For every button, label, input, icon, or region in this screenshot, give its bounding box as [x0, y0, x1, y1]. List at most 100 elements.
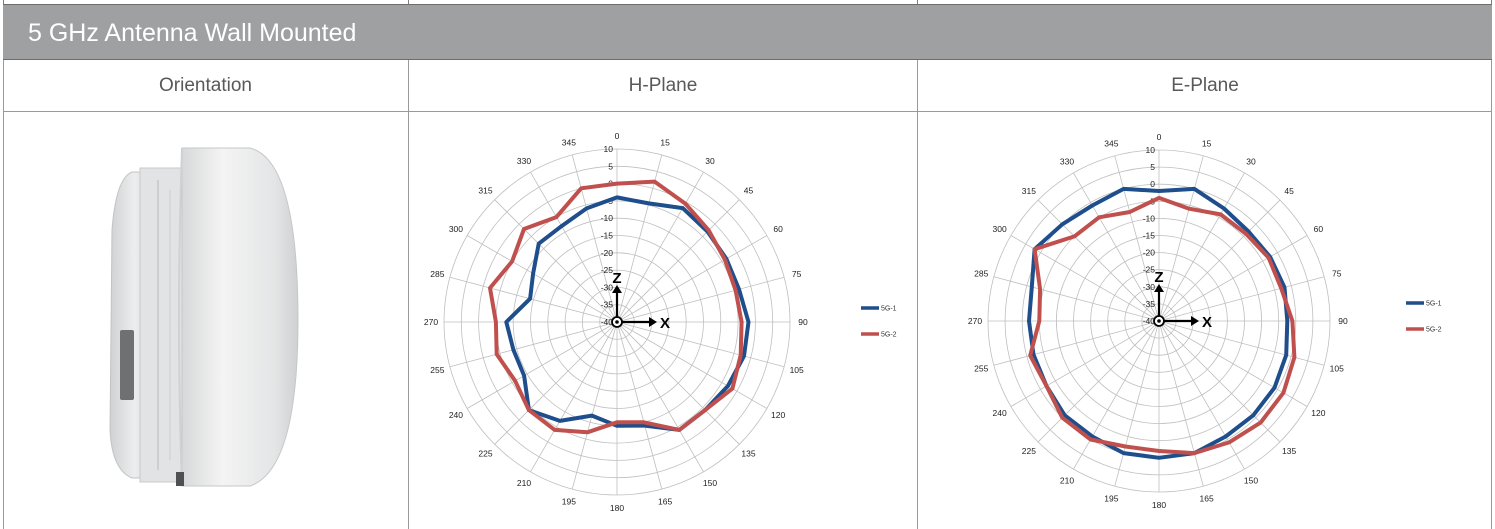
h-plane-legend-label: 5G-2: [881, 332, 897, 339]
h-plane-grid-spoke: [616, 321, 768, 409]
e-plane-axis-indicator: ZX: [1153, 269, 1212, 331]
h-plane-series-5g-2: [488, 179, 744, 435]
h-plane-grid-spoke: [616, 321, 663, 490]
h-plane-angle-label: 90: [798, 317, 808, 327]
h-plane-ring-label: 5: [608, 161, 613, 171]
e-plane-angle-label: 330: [1060, 157, 1074, 167]
table-border-left: [3, 60, 4, 529]
e-plane-grid-spoke: [1158, 172, 1245, 322]
e-plane-x-arrow-head: [1191, 316, 1199, 326]
h-plane-angle-label: 135: [741, 449, 755, 459]
e-plane-grid-spoke: [1073, 172, 1160, 322]
h-plane-ring-label: -25: [601, 265, 614, 275]
h-plane-angle-label: 210: [517, 478, 531, 488]
h-plane-angle-label: 315: [478, 185, 492, 195]
e-plane-ring-label: -15: [1143, 231, 1156, 241]
h-plane-grid-spoke: [571, 154, 618, 323]
e-plane-angle-label: 210: [1060, 475, 1074, 485]
h-plane-polar-chart: 0153045607590105120135150165180195210225…: [424, 131, 897, 513]
h-plane-axis-indicator: ZX: [611, 270, 670, 332]
h-plane-angle-label: 180: [610, 503, 624, 513]
table-border-tick: [3, 0, 4, 4]
header-h-plane: H-Plane: [628, 74, 698, 96]
h-plane-grid-spoke: [466, 321, 618, 409]
e-plane-legend-label: 5G-2: [1426, 327, 1442, 334]
e-plane-angle-label: 255: [974, 364, 988, 374]
h-plane-angle-label: 30: [705, 156, 715, 166]
h-plane-x-axis-label: X: [660, 315, 670, 332]
h-plane-grid-spoke: [449, 321, 618, 368]
column-divider: [917, 60, 918, 529]
h-plane-grid-spoke: [616, 199, 740, 323]
header-orientation: Orientation: [159, 74, 252, 96]
h-plane-grid-spoke: [616, 171, 704, 323]
h-plane-grid-spoke: [616, 321, 785, 368]
e-plane-grid-spoke: [993, 320, 1160, 366]
e-plane-angle-label: 90: [1338, 316, 1348, 326]
e-plane-ring-label: -20: [1143, 248, 1156, 258]
e-plane-grid-spoke: [1158, 235, 1308, 322]
e-plane-grid-spoke: [1158, 155, 1204, 322]
e-plane-origin-dot: [1157, 319, 1161, 323]
h-plane-angle-label: 285: [430, 269, 444, 279]
e-plane-angle-label: 60: [1314, 224, 1324, 234]
table-border-tick: [1491, 0, 1492, 4]
e-plane-ring-label: 0: [1150, 179, 1155, 189]
e-plane-grid-spoke: [1158, 199, 1281, 322]
e-plane-polar-chart: 0153045607590105120135150165180195210225…: [968, 132, 1442, 510]
e-plane-grid-spoke: [1158, 276, 1325, 322]
e-plane-angle-label: 165: [1200, 494, 1214, 504]
h-plane-legend-label: 5G-1: [881, 306, 897, 313]
h-plane-ring-label: -15: [601, 231, 614, 241]
h-plane-angle-label: 150: [703, 478, 717, 488]
h-plane-z-axis-label: Z: [612, 270, 621, 287]
h-plane-grid-spoke: [494, 199, 618, 323]
access-point-side-image: [109, 147, 299, 487]
e-plane-grid-spoke: [1010, 320, 1160, 407]
e-plane-angle-label: 0: [1157, 132, 1162, 142]
e-plane-ring-label: 10: [1146, 145, 1156, 155]
e-plane-angle-label: 135: [1282, 446, 1296, 456]
h-plane-z-arrow-head: [612, 285, 622, 293]
h-plane-grid: [443, 148, 791, 496]
e-plane-grid-spoke: [1114, 320, 1160, 487]
h-plane-angle-label: 120: [771, 410, 785, 420]
e-plane-angle-label: 30: [1246, 157, 1256, 167]
table-header-row: Orientation H-Plane E-Plane: [3, 60, 1492, 112]
h-plane-grid-spoke: [571, 321, 618, 490]
h-plane-ring-label: -40: [601, 317, 614, 327]
e-plane-grid-spoke: [1037, 320, 1160, 443]
h-plane-ring-label: -20: [601, 248, 614, 258]
e-plane-grid-spoke: [1037, 199, 1160, 322]
h-plane-ring-label: 10: [604, 144, 614, 154]
top-strip: [0, 0, 1495, 4]
h-plane-grid-spoke: [616, 321, 740, 445]
e-plane-ring-label: -25: [1143, 265, 1156, 275]
e-plane-grid-spoke: [1114, 155, 1160, 322]
e-plane-angle-label: 75: [1332, 268, 1342, 278]
column-divider: [408, 60, 409, 529]
h-plane-grid-spoke: [530, 171, 618, 323]
e-plane-ring-label: -35: [1143, 299, 1156, 309]
h-plane-x-arrow-head: [649, 317, 657, 327]
e-plane-ring-label: -30: [1143, 282, 1156, 292]
e-plane-z-arrow-head: [1154, 284, 1164, 292]
table-border-right: [1491, 60, 1492, 529]
h-plane-angle-label: 345: [562, 137, 576, 147]
h-plane-angle-label: 45: [744, 185, 754, 195]
header-e-plane: E-Plane: [1171, 74, 1239, 96]
e-plane-angle-label: 105: [1330, 364, 1344, 374]
e-plane-angle-label: 120: [1311, 408, 1325, 418]
h-plane-series-5g-1: [504, 195, 751, 432]
e-plane-grid-spoke: [993, 276, 1160, 322]
page-title: 5 GHz Antenna Wall Mounted: [28, 19, 357, 47]
h-plane-grid-spoke: [449, 276, 618, 323]
e-plane-angle-label: 180: [1152, 500, 1166, 510]
e-plane-angle-label: 45: [1284, 186, 1294, 196]
h-plane-grid-spoke: [530, 321, 618, 473]
h-plane-angle-label: 195: [562, 497, 576, 507]
h-plane-ring-label: -10: [601, 213, 614, 223]
h-plane-angle-label: 0: [615, 131, 620, 141]
h-plane-angle-label: 225: [478, 449, 492, 459]
